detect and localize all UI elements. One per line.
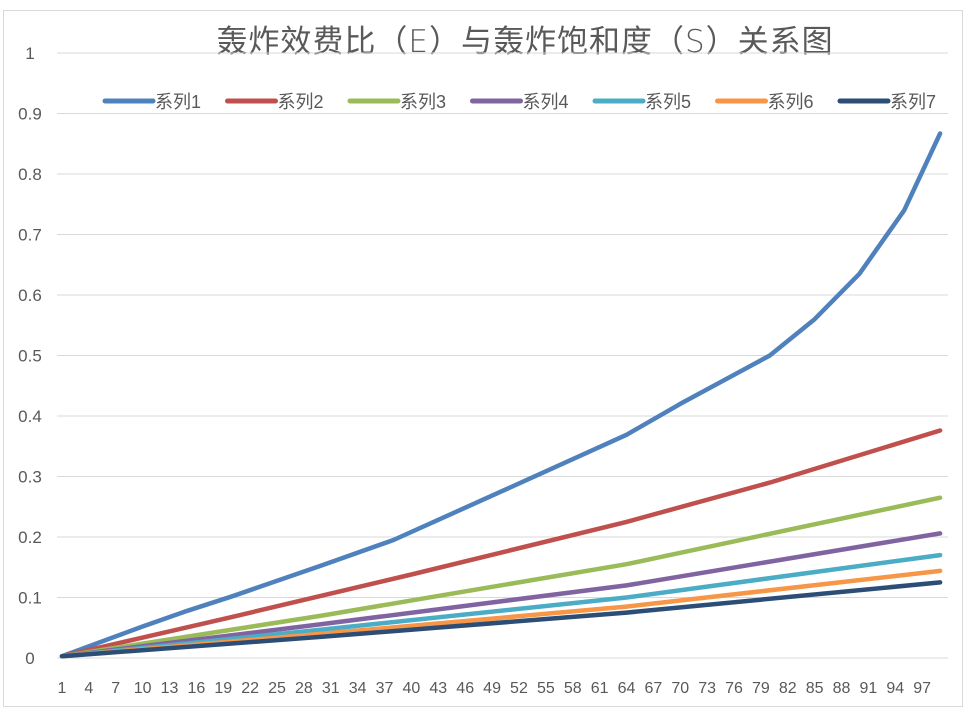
y-tick-label: 0.4 [18, 407, 42, 426]
x-tick-label: 1 [58, 680, 67, 697]
series-line-4 [59, 531, 943, 659]
x-tick-label: 82 [779, 680, 797, 697]
x-tick-label: 55 [537, 680, 555, 697]
x-tick-label: 13 [161, 680, 179, 697]
x-tick-label: 43 [429, 680, 447, 697]
y-tick-label: 1 [25, 44, 34, 63]
series-line-3 [59, 495, 943, 659]
x-tick-label: 61 [591, 680, 609, 697]
x-tick-label: 22 [241, 680, 259, 697]
y-tick-label: 0.8 [18, 165, 42, 184]
x-tick-label: 58 [564, 680, 582, 697]
y-tick-label: 0.7 [18, 226, 42, 245]
x-tick-label: 31 [322, 680, 340, 697]
x-tick-label: 67 [644, 680, 662, 697]
x-tick-label: 4 [84, 680, 93, 697]
y-tick-label: 0.5 [18, 347, 42, 366]
x-tick-label: 85 [806, 680, 824, 697]
x-tick-label: 16 [188, 680, 206, 697]
x-tick-label: 19 [214, 680, 232, 697]
legend-label-3: 系列3 [400, 92, 446, 112]
y-tick-label: 0.2 [18, 528, 42, 547]
x-tick-label: 25 [268, 680, 286, 697]
legend-label-2: 系列2 [278, 92, 324, 112]
chart-title: 轰炸效费比（E）与轰炸饱和度（S）关系图 [216, 24, 834, 60]
x-tick-label: 76 [725, 680, 743, 697]
x-tick-label: 94 [886, 680, 904, 697]
legend-label-1: 系列1 [155, 92, 201, 112]
x-tick-label: 88 [833, 680, 851, 697]
x-tick-label: 10 [134, 680, 152, 697]
chart-frame [3, 10, 963, 707]
series-line-5 [59, 552, 943, 659]
x-tick-label: 28 [295, 680, 313, 697]
y-tick-label: 0 [25, 649, 34, 668]
x-tick-label: 40 [403, 680, 421, 697]
x-tick-label: 64 [618, 680, 636, 697]
x-tick-label: 46 [456, 680, 474, 697]
legend-label-5: 系列5 [645, 92, 691, 112]
x-tick-label: 7 [111, 680, 120, 697]
legend-label-7: 系列7 [890, 92, 936, 112]
x-tick-label: 91 [860, 680, 878, 697]
x-tick-label: 70 [671, 680, 689, 697]
x-tick-label: 97 [913, 680, 931, 697]
x-tick-label: 79 [752, 680, 770, 697]
series-line-7 [59, 580, 943, 659]
y-tick-label: 0.3 [18, 468, 42, 487]
legend-label-4: 系列4 [523, 92, 569, 112]
x-tick-label: 34 [349, 680, 367, 697]
x-tick-label: 37 [376, 680, 394, 697]
series-line-2 [59, 428, 943, 659]
x-tick-label: 73 [698, 680, 716, 697]
y-tick-label: 0.9 [18, 105, 42, 124]
y-tick-label: 0.6 [18, 286, 42, 305]
x-tick-label: 52 [510, 680, 528, 697]
x-tick-label: 49 [483, 680, 501, 697]
series-line-1 [59, 131, 943, 659]
legend-label-6: 系列6 [768, 92, 814, 112]
y-tick-label: 0.1 [18, 589, 42, 608]
